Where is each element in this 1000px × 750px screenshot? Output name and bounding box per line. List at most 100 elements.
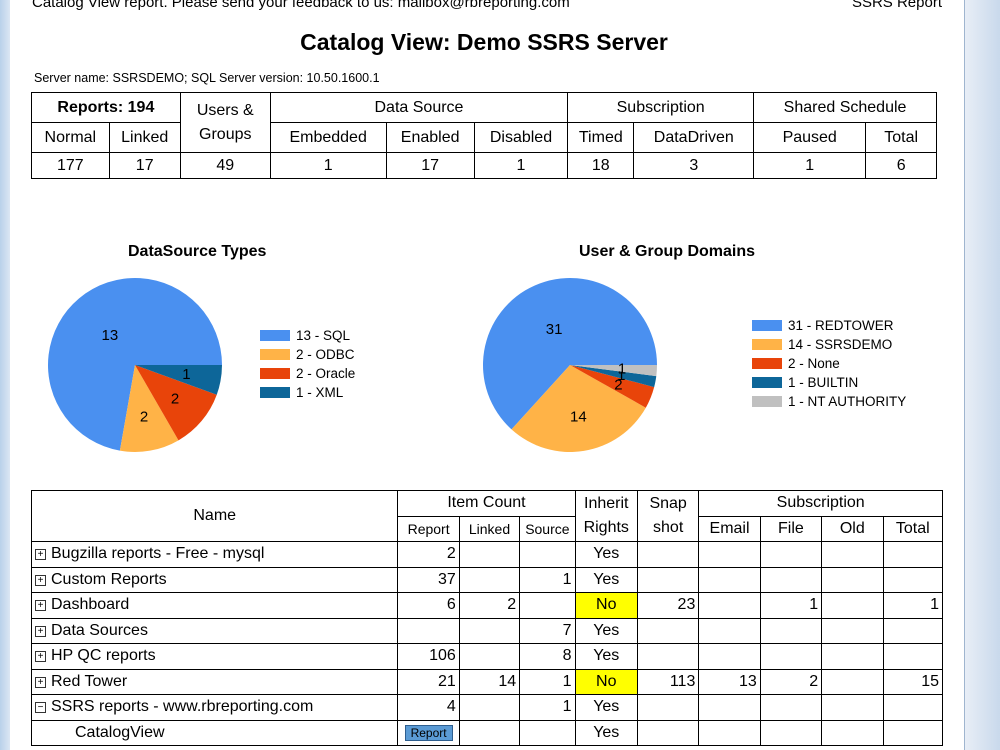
inherit-rights-value: Yes	[574, 719, 638, 746]
name-cell[interactable]: + Custom Reports	[30, 566, 399, 593]
report-badge[interactable]: Report	[404, 724, 453, 741]
subscription-header-detail: Subscription	[698, 490, 943, 517]
folder-name[interactable]: Dashboard	[51, 596, 130, 614]
source-count	[519, 592, 576, 619]
table-row[interactable]: + HP QC reports 106 8 Yes	[30, 643, 944, 670]
folder-name[interactable]: HP QC reports	[51, 647, 156, 665]
table-row[interactable]: − SSRS reports - www.rbreporting.com 4 1 Yes	[30, 694, 944, 721]
linked-count	[458, 719, 521, 746]
collapse-icon[interactable]: −	[35, 702, 46, 714]
report-count: 4	[397, 694, 460, 721]
file-count	[759, 694, 823, 721]
window-scrollbar[interactable]	[964, 0, 1000, 750]
pie-slice-ssrsdemo	[511, 365, 646, 452]
expand-icon[interactable]: +	[35, 676, 46, 688]
source-header: Source	[519, 515, 576, 542]
legend-item: 31 - REDTOWER	[752, 316, 906, 335]
folder-name[interactable]: Data Sources	[51, 621, 148, 639]
snapshot-count	[636, 566, 700, 593]
item-count-header: Item Count	[397, 490, 576, 517]
report-header-line: Catalog View report. Please send your fe…	[32, 0, 942, 11]
legend-label: 1 - XML	[296, 385, 344, 400]
pie-slice-nt-authority	[570, 365, 657, 377]
report-type-cell[interactable]: Report	[397, 719, 460, 746]
legend-label: 13 - SQL	[296, 328, 351, 343]
inherit-rights-value: Yes	[574, 566, 638, 593]
name-header: Name	[30, 490, 399, 542]
expand-icon[interactable]: +	[35, 651, 46, 663]
col-total: Total	[865, 122, 937, 153]
legend-swatch	[752, 339, 782, 350]
linked-count: 2	[458, 592, 521, 619]
pie-slice-redtower	[482, 278, 657, 430]
val-total: 6	[865, 152, 937, 179]
source-count: 1	[519, 694, 576, 721]
table-row[interactable]: + Red Tower 21 14 1 No 113 13 2 15	[30, 668, 944, 695]
email-count: 13	[698, 668, 761, 695]
source-count: 1	[519, 668, 576, 695]
domains-pie-chart: 31 14 211	[482, 278, 657, 452]
col-paused: Paused	[753, 122, 867, 153]
data-source-header: Data Source	[269, 92, 569, 123]
email-header: Email	[698, 515, 761, 542]
val-embedded: 1	[269, 152, 387, 179]
email-count	[698, 592, 761, 619]
pie-data-label: 1	[617, 367, 625, 384]
inherit-rights-value: Yes	[574, 694, 638, 721]
name-cell[interactable]: + Data Sources	[30, 617, 399, 644]
domains-legend: 31 - REDTOWER 14 - SSRSDEMO 2 - None 1 - BU…	[752, 316, 906, 411]
domains-chart-title: User & Group Domains	[579, 243, 756, 260]
reports-count-header: Reports: 194	[31, 92, 181, 123]
name-cell[interactable]: + Dashboard	[30, 592, 399, 619]
name-cell[interactable]: − SSRS reports - www.rbreporting.com	[30, 694, 399, 721]
name-cell[interactable]: + Bugzilla reports - Free - mysql	[30, 541, 399, 568]
snapshot-count	[636, 643, 700, 670]
pie-slice-oracle	[135, 365, 217, 441]
folder-name[interactable]: SSRS reports - www.rbreporting.com	[51, 698, 314, 716]
expand-icon[interactable]: +	[35, 625, 46, 637]
table-row[interactable]: + Data Sources 7 Yes	[30, 617, 944, 644]
legend-swatch	[752, 396, 782, 407]
old-count	[821, 694, 884, 721]
source-count: 8	[519, 643, 576, 670]
col-embedded: Embedded	[269, 122, 387, 153]
table-row[interactable]: + Bugzilla reports - Free - mysql 2 Yes	[30, 541, 944, 568]
inherit-rights-value: Yes	[574, 643, 638, 670]
legend-item: 14 - SSRSDEMO	[752, 335, 906, 354]
table-row[interactable]: + Custom Reports 37 1 Yes	[30, 566, 944, 593]
col-disabled: Disabled	[473, 122, 569, 153]
legend-label: 31 - REDTOWER	[788, 318, 894, 333]
report-header: Report	[397, 515, 460, 542]
folder-name[interactable]: Custom Reports	[51, 570, 167, 588]
snapshot-count	[636, 694, 700, 721]
legend-swatch	[752, 358, 782, 369]
table-row[interactable]: + Dashboard 6 2 No 23 1 1	[30, 592, 944, 619]
col-linked: Linked	[108, 122, 181, 153]
name-cell[interactable]: + Red Tower	[30, 668, 399, 695]
total-header: Total	[882, 515, 944, 542]
expand-icon[interactable]: +	[35, 600, 46, 612]
folder-name[interactable]: CatalogView	[75, 723, 165, 741]
file-count	[759, 719, 823, 746]
folder-name[interactable]: Red Tower	[51, 672, 128, 690]
window-frame-left	[0, 0, 10, 750]
pie-slice-builtin	[570, 365, 657, 388]
shared-schedule-header: Shared Schedule	[753, 92, 937, 123]
legend-item: 2 - None	[752, 354, 906, 373]
email-count	[698, 566, 761, 593]
val-paused: 1	[753, 152, 867, 179]
pie-slice-none	[570, 365, 655, 408]
table-row[interactable]: CatalogView Report Yes	[30, 719, 944, 746]
expand-icon[interactable]: +	[35, 549, 46, 561]
snapshot-count	[636, 541, 700, 568]
legend-swatch	[752, 377, 782, 388]
expand-icon[interactable]: +	[35, 574, 46, 586]
name-cell[interactable]: + HP QC reports	[30, 643, 399, 670]
val-enabled: 17	[385, 152, 475, 179]
email-count	[698, 643, 761, 670]
inherit-rights-value: Yes	[574, 617, 638, 644]
linked-count: 14	[458, 668, 521, 695]
name-cell[interactable]: CatalogView	[30, 719, 399, 746]
folder-name[interactable]: Bugzilla reports - Free - mysql	[51, 545, 265, 563]
